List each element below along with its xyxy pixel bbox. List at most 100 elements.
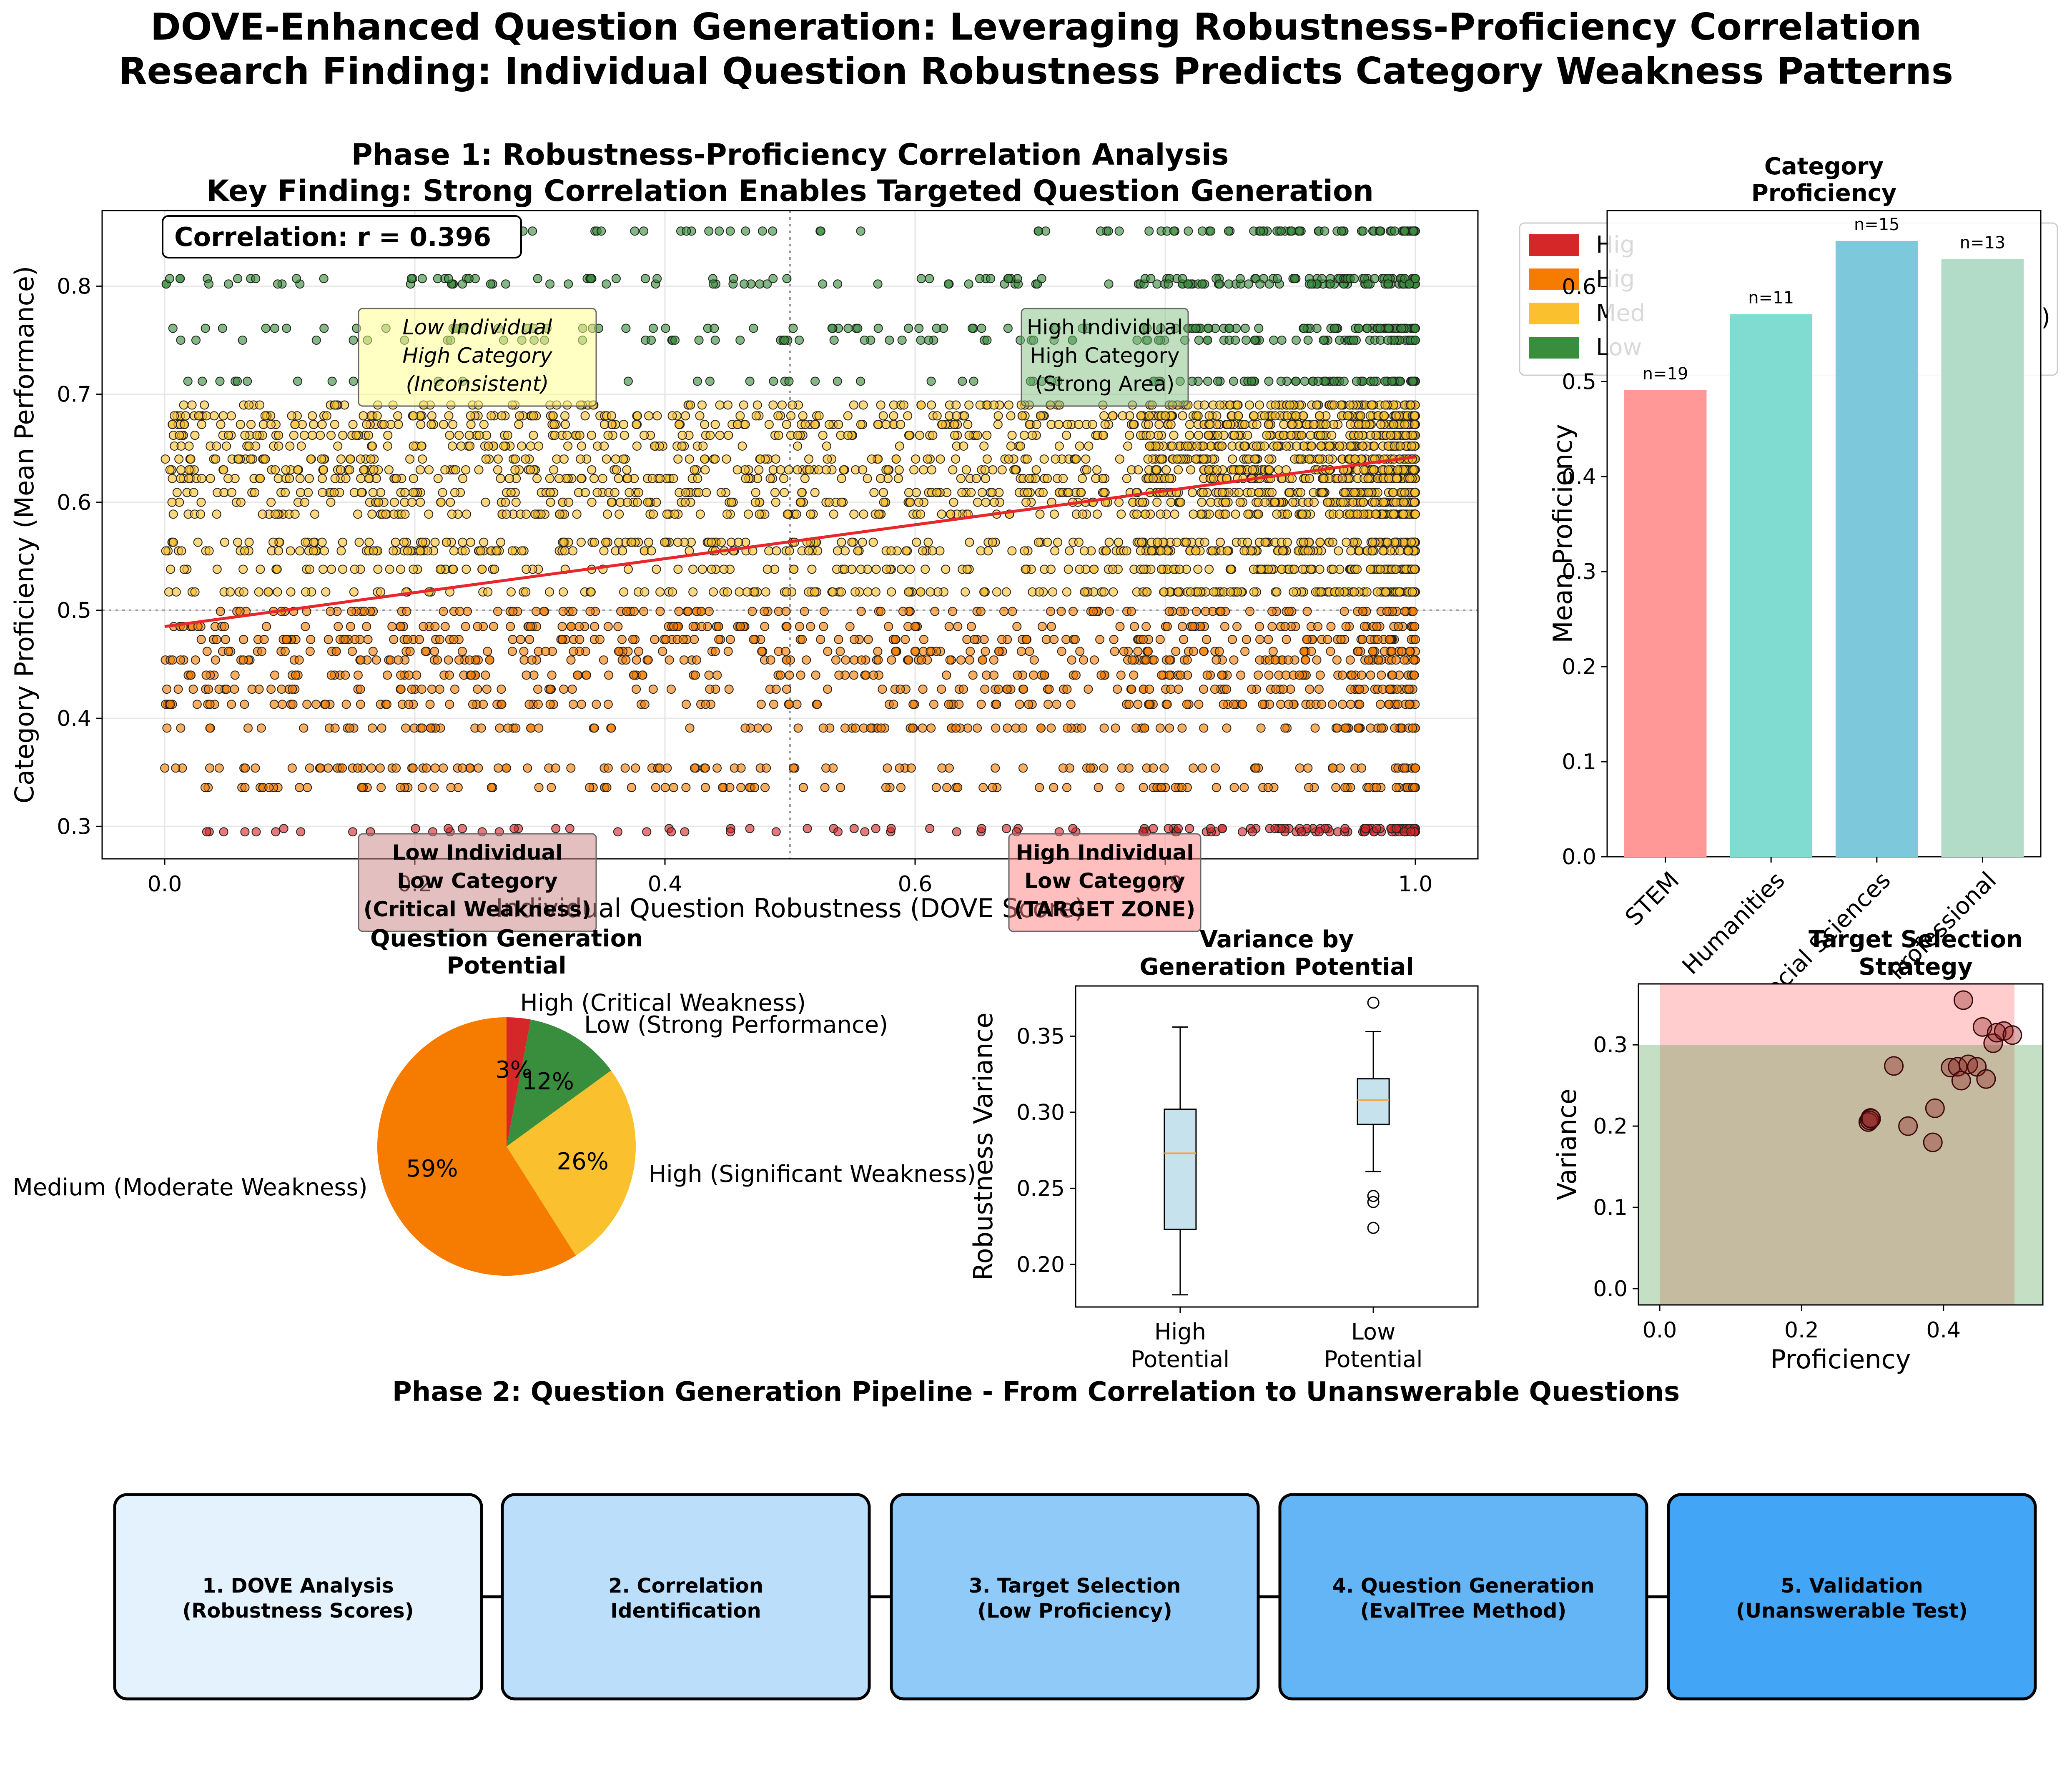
- data-point: [1025, 647, 1034, 656]
- data-point: [763, 564, 772, 574]
- data-point: [782, 274, 792, 283]
- data-point: [607, 723, 616, 733]
- data-point: [295, 474, 305, 483]
- data-point: [430, 537, 440, 547]
- bar-annotation: n=13: [1960, 233, 2006, 252]
- data-point: [416, 465, 425, 474]
- data-point: [1289, 587, 1298, 597]
- data-point: [701, 700, 710, 709]
- target-selection: 0.0 0.2 0.40.00.10.20.3ProficiencyVariance…: [1552, 926, 2044, 1375]
- data-point: [349, 376, 358, 386]
- data-point: [509, 824, 519, 833]
- data-point: [1307, 279, 1317, 289]
- data-point: [160, 763, 170, 773]
- bar: [1624, 390, 1707, 857]
- data-point: [281, 488, 290, 497]
- data-point: [793, 723, 803, 733]
- data-point: [1312, 324, 1322, 333]
- data-point: [1084, 441, 1094, 451]
- data-point: [1236, 670, 1246, 680]
- data-point: [690, 670, 700, 680]
- data-point: [218, 324, 227, 333]
- data-point: [603, 622, 613, 631]
- data-point: [383, 431, 393, 440]
- data-point: [1336, 635, 1346, 644]
- data-point: [492, 546, 502, 556]
- data-point: [1200, 537, 1209, 547]
- data-point: [968, 324, 977, 333]
- data-point: [896, 420, 906, 429]
- data-point: [1046, 607, 1056, 616]
- data-point: [196, 509, 206, 519]
- data-point: [740, 723, 750, 733]
- data-point: [1050, 546, 1060, 556]
- data-point: [992, 700, 1001, 709]
- data-point: [1304, 454, 1314, 464]
- data-point: [587, 465, 597, 474]
- data-point: [1260, 537, 1270, 547]
- data-point: [1075, 441, 1084, 451]
- box-plot: HighPotentialLowPotential0.200.250.300.3…: [968, 926, 1479, 1372]
- data-point: [956, 474, 966, 483]
- data-point: [1387, 647, 1397, 656]
- data-point: [304, 488, 313, 497]
- data-point: [224, 431, 233, 440]
- data-point: [1359, 465, 1369, 474]
- data-point: [1255, 622, 1264, 631]
- data-point: [236, 497, 246, 507]
- data-point: [1133, 700, 1143, 709]
- data-point: [873, 647, 883, 656]
- data-point: [976, 607, 986, 616]
- data-point: [710, 336, 720, 345]
- data-point: [1215, 400, 1225, 410]
- data-point: [1004, 454, 1013, 464]
- data-point: [1167, 441, 1177, 451]
- plot-area: [102, 211, 1478, 859]
- data-point: [853, 324, 863, 333]
- data-point: [446, 497, 455, 507]
- pie-pct-label: 26%: [557, 1148, 608, 1175]
- data-point: [1400, 488, 1410, 497]
- data-point: [715, 226, 724, 236]
- data-point: [1392, 824, 1401, 833]
- data-point: [1315, 411, 1324, 421]
- data-point: [669, 783, 678, 792]
- data-point: [1114, 497, 1124, 507]
- data-point: [827, 324, 837, 333]
- data-point: [1269, 336, 1279, 345]
- data-point: [1127, 655, 1137, 665]
- data-point: [871, 824, 880, 833]
- data-point: [202, 411, 211, 421]
- box-body: [1164, 1109, 1197, 1230]
- data-point: [1183, 441, 1193, 451]
- data-point: [1379, 497, 1388, 507]
- data-point: [280, 647, 290, 656]
- data-point: [964, 431, 974, 440]
- data-point: [400, 488, 410, 497]
- data-point: [816, 635, 825, 644]
- data-point: [1248, 827, 1257, 837]
- data-point: [389, 497, 399, 507]
- data-point: [1316, 431, 1325, 440]
- data-point: [652, 564, 661, 574]
- data-point: [891, 454, 901, 464]
- data-point: [1355, 685, 1365, 694]
- data-point: [1339, 376, 1349, 386]
- data-point: [252, 431, 262, 440]
- data-point: [932, 411, 942, 421]
- data-point: [751, 497, 760, 507]
- data-point: [1341, 622, 1351, 631]
- data-point: [238, 336, 247, 345]
- data-point: [595, 635, 605, 644]
- data-point: [1058, 763, 1068, 773]
- data-point: [1188, 488, 1197, 497]
- data-point: [700, 465, 710, 474]
- data-point: [1272, 587, 1282, 597]
- data-point: [376, 587, 386, 597]
- data-point: [622, 607, 632, 616]
- data-point: [878, 685, 887, 694]
- data-point: [1129, 420, 1138, 429]
- data-point: [1193, 564, 1203, 574]
- data-point: [680, 497, 690, 507]
- data-point: [1264, 454, 1274, 464]
